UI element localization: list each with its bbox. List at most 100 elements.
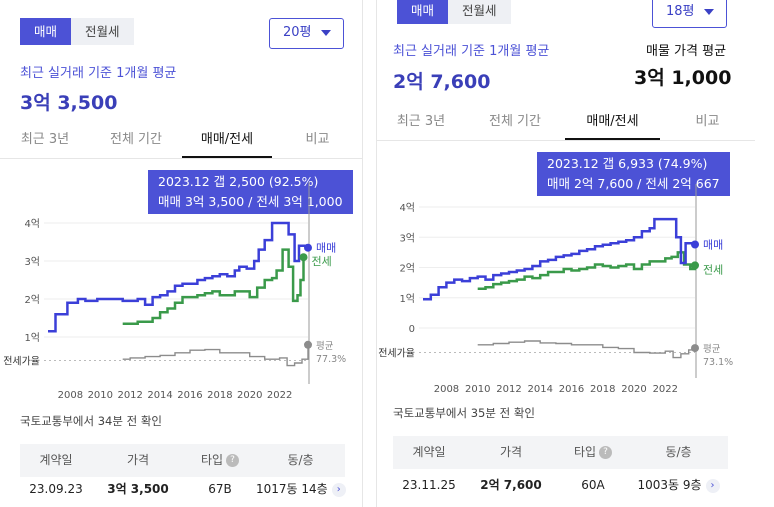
tab-all-period[interactable]: 전체 기간 xyxy=(110,132,162,147)
tooltip-gap: 2023.12 갭 2,500 (92.5%) xyxy=(158,174,319,189)
tab-sale-lease[interactable]: 매매/전세 xyxy=(182,122,272,158)
x-tick-label: 2020 xyxy=(237,390,262,401)
sale-legend-label: 매매 xyxy=(316,242,336,255)
table-row[interactable]: 23.11.25 2억 7,600 60A 1003동 9층 › xyxy=(393,469,728,502)
ratio-axis-label: 전세가율 xyxy=(3,355,40,367)
row-unit: 1017동 14층 › xyxy=(256,473,346,506)
x-tick-label: 2020 xyxy=(621,384,646,395)
x-tick-label: 2008 xyxy=(58,390,83,401)
x-tick-label: 2014 xyxy=(528,384,553,395)
x-tick-label: 2016 xyxy=(177,390,202,401)
x-tick-label: 2018 xyxy=(207,390,232,401)
table-header: 계약일 가격 타입? 동/층 xyxy=(20,444,345,477)
ratio-legend-label: 평균 xyxy=(703,344,721,355)
x-tick-label: 2008 xyxy=(434,384,459,395)
chart-tooltip: 2023.12 갭 2,500 (92.5%) 매매 3억 3,500 / 전세… xyxy=(148,170,353,214)
tooltip-gap: 2023.12 갭 6,933 (74.9%) xyxy=(547,156,708,171)
tab-recent-3y[interactable]: 최근 3년 xyxy=(396,114,446,129)
col-date: 계약일 xyxy=(412,445,446,459)
ratio-end-dot xyxy=(304,340,312,349)
lease-line xyxy=(122,248,305,325)
listing-value: 3억 1,000 xyxy=(634,67,732,89)
period-tabs: 최근 3년 전체 기간 매매/전세 비교 xyxy=(377,104,755,141)
col-price: 가격 xyxy=(126,453,150,467)
tooltip-prices: 매매 2억 7,600 / 전세 2억 667 xyxy=(547,176,720,191)
tab-sale[interactable]: 매매 xyxy=(397,0,449,24)
chevron-right-icon[interactable]: › xyxy=(331,482,346,497)
caret-down-icon xyxy=(704,9,714,15)
lease-end-dot xyxy=(691,261,699,270)
ratio-average-value: 77.3% xyxy=(316,354,346,365)
sale-end-dot xyxy=(691,240,699,249)
lease-end-dot xyxy=(299,253,308,262)
table-row[interactable]: 23.09.23 3억 3,500 67B 1017동 14층 › xyxy=(20,473,346,506)
caret-down-icon xyxy=(321,30,331,36)
lease-legend-label: 전세 xyxy=(703,263,723,276)
sale-legend-label: 매매 xyxy=(703,239,723,252)
col-unit: 동/층 xyxy=(665,445,692,459)
lease-legend-label: 전세 xyxy=(312,255,332,268)
period-tabs: 최근 3년 전체 기간 매매/전세 비교 xyxy=(0,122,363,159)
size-dropdown[interactable]: 20평 xyxy=(269,18,344,49)
trade-type-toggle: 매매 전월세 xyxy=(20,18,134,45)
row-unit: 1003동 9층 › xyxy=(629,469,728,502)
help-icon[interactable]: ? xyxy=(226,454,240,467)
y-tick-label: 2억 xyxy=(24,294,40,306)
tab-all-period[interactable]: 전체 기간 xyxy=(489,114,541,129)
y-tick-label: 1억 xyxy=(399,293,415,305)
size-dropdown[interactable]: 18평 xyxy=(652,0,727,28)
tooltip-prices: 매매 3억 3,500 / 전세 3억 1,000 xyxy=(158,194,343,209)
trade-type-toggle: 매매 전월세 xyxy=(397,0,511,24)
source-note: 국토교통부에서 34분 전 확인 xyxy=(20,414,162,428)
summary-label: 최근 실거래 기준 1개월 평균 xyxy=(20,66,177,81)
chart-tooltip: 2023.12 갭 6,933 (74.9%) 매매 2억 7,600 / 전세… xyxy=(537,152,730,196)
row-price: 3억 3,500 xyxy=(107,482,169,496)
row-date: 23.09.23 xyxy=(29,482,83,496)
summary-label: 최근 실거래 기준 1개월 평균 xyxy=(393,44,550,59)
summary-value: 3억 3,500 xyxy=(20,92,118,114)
tab-rent[interactable]: 전월세 xyxy=(448,0,511,24)
summary-value: 2억 7,600 xyxy=(393,71,491,93)
ratio-legend-label: 평균 xyxy=(316,341,334,352)
lease-line xyxy=(477,251,697,290)
tab-sale-lease[interactable]: 매매/전세 xyxy=(565,104,660,140)
x-tick-label: 2010 xyxy=(88,390,113,401)
x-tick-label: 2012 xyxy=(496,384,521,395)
x-tick-label: 2014 xyxy=(147,390,172,401)
y-tick-label: 4억 xyxy=(24,218,40,230)
table-header: 계약일 가격 타입? 동/층 xyxy=(393,436,728,469)
x-tick-label: 2012 xyxy=(117,390,142,401)
row-date: 23.11.25 xyxy=(402,478,456,492)
source-note: 국토교통부에서 35분 전 확인 xyxy=(393,406,535,420)
y-tick-label: 0 xyxy=(409,324,415,335)
size-value: 18평 xyxy=(666,4,695,19)
ratio-line xyxy=(477,340,696,359)
y-tick-label: 1억 xyxy=(24,332,40,344)
x-tick-label: 2010 xyxy=(465,384,490,395)
x-tick-label: 2022 xyxy=(267,390,292,401)
x-tick-label: 2016 xyxy=(559,384,584,395)
ratio-axis-label: 전세가율 xyxy=(378,347,415,359)
ratio-end-dot xyxy=(691,344,699,353)
right-panel: 매매 전월세 18평 최근 실거래 기준 1개월 평균 2억 7,600 매물 … xyxy=(376,0,774,507)
ratio-average-value: 73.1% xyxy=(703,357,733,368)
tab-compare[interactable]: 비교 xyxy=(695,114,720,129)
y-tick-label: 2억 xyxy=(399,263,415,275)
row-price: 2억 7,600 xyxy=(480,478,542,492)
x-tick-label: 2022 xyxy=(653,384,678,395)
col-unit: 동/층 xyxy=(287,453,314,467)
tab-sale[interactable]: 매매 xyxy=(20,18,72,45)
size-value: 20평 xyxy=(283,25,312,40)
ratio-line xyxy=(122,344,309,367)
tab-compare[interactable]: 비교 xyxy=(305,132,330,147)
help-icon[interactable]: ? xyxy=(599,446,613,459)
tab-rent[interactable]: 전월세 xyxy=(71,18,134,45)
tab-recent-3y[interactable]: 최근 3년 xyxy=(20,132,70,147)
listing-label: 매물 가격 평균 xyxy=(646,44,727,59)
sale-line xyxy=(48,221,310,333)
chevron-right-icon[interactable]: › xyxy=(705,478,720,493)
x-tick-label: 2018 xyxy=(590,384,615,395)
sale-end-dot xyxy=(304,243,312,252)
